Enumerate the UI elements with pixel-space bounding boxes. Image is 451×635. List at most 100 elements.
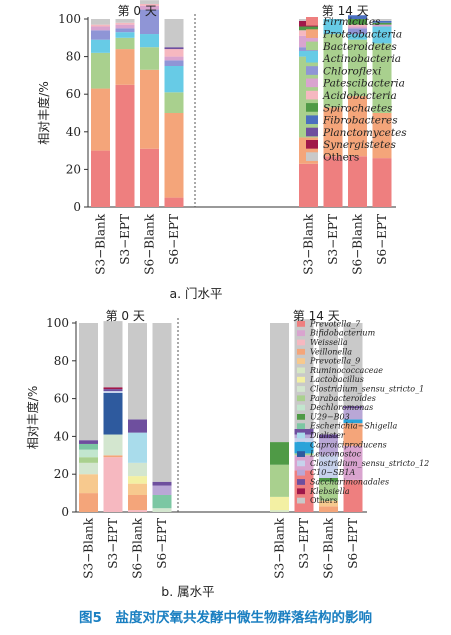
phylum-legend-swatch (306, 53, 318, 63)
phylum-legend-swatch (306, 115, 318, 125)
phylum-legend-swatch (306, 90, 318, 100)
genus-y-tick-label: 40 (54, 429, 69, 443)
phylum-bar-segment (323, 156, 343, 207)
genus-bar-segment (294, 442, 314, 454)
phylum-legend-swatch (306, 29, 318, 38)
phylum-legend-swatch (306, 17, 318, 26)
genus-category-label: S6−EPT (346, 518, 360, 569)
phylum-bar-segment (115, 37, 135, 50)
genus-bar-segment (152, 481, 172, 486)
genus-bar-segment (79, 440, 98, 444)
phylum-bar-segment (348, 28, 367, 35)
phylum-category-label: S3−Blank (302, 213, 316, 274)
genus-bar-segment (128, 510, 147, 512)
phylum-legend-swatch (306, 103, 318, 112)
genus-legend-label: U29−B03 (310, 412, 350, 421)
phylum-bar-segment (348, 39, 367, 97)
genus-legend-label: Clostridium_sensu_stricto_1 (310, 385, 424, 394)
phylum-y-axis-label: 相对丰度/% (36, 81, 51, 144)
genus-bar-segment (128, 419, 147, 433)
genus-legend-label: Dechloromonas (309, 403, 373, 412)
phylum-bar-segment (115, 32, 135, 38)
phylum-category-label: S6−EPT (375, 214, 389, 265)
phylum-bar-segment (115, 28, 135, 33)
phylum-bar-segment (348, 24, 367, 27)
phylum-bar-segment (323, 107, 343, 157)
genus-legend-swatch (297, 386, 305, 392)
genus-bar-segment (128, 476, 147, 484)
genus-legend-swatch (297, 432, 305, 439)
genus-bar-segment (103, 391, 123, 393)
phylum-bar-segment (164, 60, 184, 66)
phylum-bar-segment (372, 22, 392, 25)
genus-legend-label: Weissella (310, 338, 348, 347)
phylum-y-tick-label: 0 (73, 200, 81, 214)
genus-bar-segment (79, 443, 98, 450)
genus-bar-segment (270, 464, 289, 497)
genus-bar-segment (270, 323, 289, 443)
genus-bar-segment (319, 477, 338, 482)
genus-legend-swatch (297, 469, 305, 476)
phylum-bar-segment (115, 84, 135, 207)
genus-legend-label: Veillonella (310, 347, 352, 356)
phylum-bar-segment (91, 24, 110, 27)
genus-category-label: S3−EPT (297, 518, 311, 569)
genus-legend-swatch (297, 358, 305, 364)
phylum-bar-segment (299, 50, 318, 57)
genus-bar-segment (103, 387, 123, 390)
genus-bar-segment (128, 462, 147, 477)
genus-legend-label: Lactobacillus (309, 375, 364, 384)
genus-y-tick-label: 60 (54, 392, 69, 406)
genus-legend-label: Prevotella_9 (309, 357, 360, 366)
phylum-legend-swatch (306, 66, 318, 75)
genus-bar-segment (343, 323, 363, 407)
phylum-bar-segment (372, 113, 392, 159)
phylum-legend-swatch (306, 127, 318, 137)
genus-bar-segment (79, 474, 98, 494)
genus-bar-segment (343, 445, 363, 480)
phylum-bar-segment (348, 156, 367, 207)
genus-legend-swatch (297, 348, 305, 355)
phylum-legend-swatch (306, 140, 318, 149)
genus-bar-segment (103, 389, 123, 392)
phylum-group-label: 第 14 天 (322, 4, 369, 18)
genus-bar-segment (152, 323, 172, 482)
genus-y-tick-label: 80 (54, 354, 69, 368)
phylum-bar-segment (164, 92, 184, 113)
genus-legend-label: Bifidobacterium (309, 329, 376, 338)
genus-bar-segment (103, 457, 123, 512)
genus-legend-label: Others (310, 496, 338, 505)
genus-bar-segment (79, 323, 98, 441)
phylum-legend-label: Others (323, 151, 359, 163)
genus-legend-swatch (297, 376, 305, 383)
genus-category-label: S3−Blank (82, 517, 96, 578)
phylum-bar-segment (372, 26, 392, 44)
phylum-bar-segment (91, 19, 110, 25)
phylum-legend-label: Fibrobacteres (322, 115, 398, 127)
phylum-y-tick-label: 100 (58, 12, 81, 26)
phylum-bar-segment (115, 19, 135, 23)
genus-legend-swatch (297, 497, 305, 504)
phylum-category-label: S6−EPT (167, 214, 181, 265)
phylum-bar-segment (164, 56, 184, 61)
phylum-bar-segment (91, 88, 110, 151)
genus-bar-segment (343, 408, 363, 420)
genus-category-label: S3−EPT (106, 518, 120, 569)
phylum-bar-segment (115, 24, 135, 29)
phylum-panel-subtitle: a. 门水平 (169, 286, 222, 301)
genus-bar-segment (128, 432, 147, 463)
genus-bar-segment (103, 321, 123, 388)
phylum-category-label: S3−EPT (118, 214, 132, 265)
genus-legend-swatch (297, 321, 305, 327)
genus-legend-swatch (297, 460, 305, 467)
phylum-bar-segment (91, 26, 110, 31)
phylum-legend-label: Actinobacteria (322, 53, 401, 65)
phylum-legend-label: Proteobacteria (322, 28, 402, 40)
genus-legend-swatch (297, 488, 305, 495)
phylum-bar-segment (140, 148, 159, 207)
genus-bar-segment (79, 449, 98, 458)
phylum-category-label: S6−Blank (351, 213, 365, 274)
genus-bar-segment (79, 462, 98, 475)
genus-legend-label: Dialister (309, 431, 346, 440)
phylum-category-label: S3−EPT (326, 214, 340, 265)
